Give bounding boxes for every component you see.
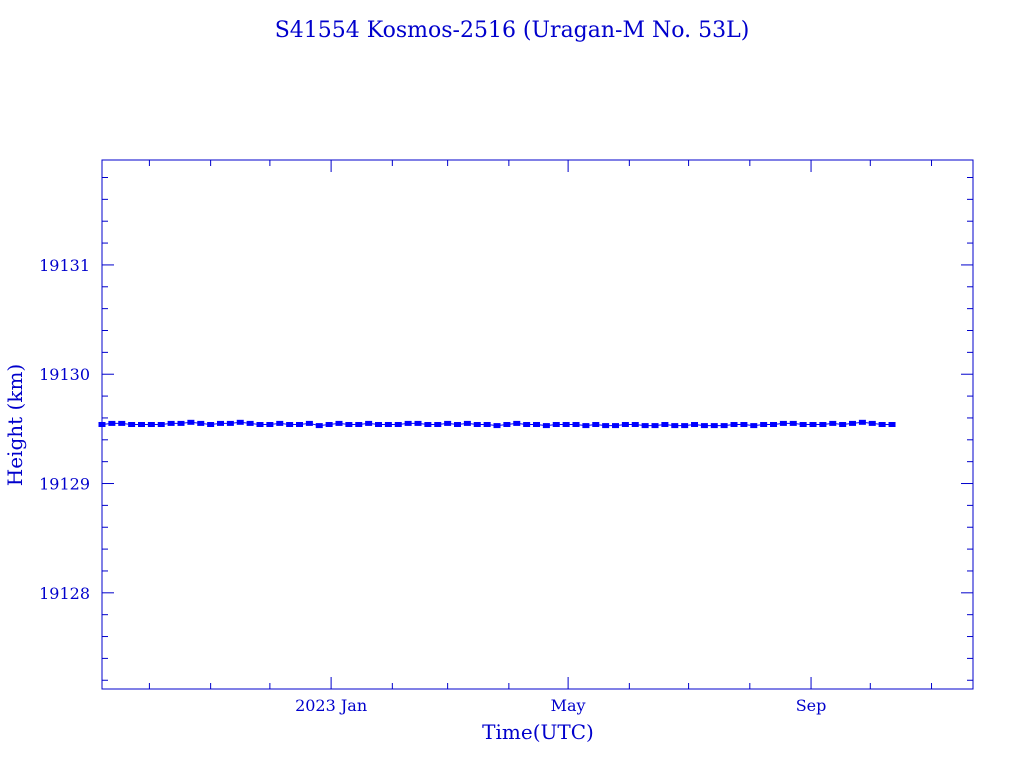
data-point	[493, 423, 501, 429]
data-point	[621, 422, 629, 427]
data-point	[266, 422, 274, 427]
data-point	[444, 420, 452, 426]
data-point	[740, 422, 748, 427]
data-point	[365, 420, 373, 426]
data-point	[858, 419, 866, 425]
data-point	[750, 423, 758, 429]
data-point	[730, 422, 738, 427]
data-point	[542, 423, 550, 429]
data-point	[483, 422, 491, 427]
data-point	[424, 422, 432, 427]
data-point	[661, 422, 669, 427]
y-tick-label: 19129	[39, 475, 90, 494]
data-point	[128, 422, 136, 427]
data-point	[226, 420, 234, 426]
data-point	[384, 422, 392, 427]
x-tick-label: May	[551, 696, 586, 715]
data-point	[108, 420, 116, 426]
data-point	[849, 420, 857, 426]
x-tick-label: Sep	[796, 696, 827, 715]
data-point	[167, 420, 175, 426]
data-point	[305, 420, 313, 426]
y-tick-label: 19128	[39, 584, 90, 603]
data-point	[671, 423, 679, 429]
data-point	[375, 422, 383, 427]
data-point	[355, 422, 363, 427]
data-point	[562, 422, 570, 427]
y-tick-label: 19130	[39, 365, 90, 384]
data-point	[246, 420, 254, 426]
data-point	[286, 422, 294, 427]
data-point	[799, 422, 807, 427]
data-point	[404, 420, 412, 426]
data-point	[789, 420, 797, 426]
data-point	[868, 420, 876, 426]
data-point	[157, 422, 165, 427]
data-point	[414, 420, 422, 426]
data-point	[878, 422, 886, 427]
data-point	[147, 422, 155, 427]
data-point	[681, 423, 689, 429]
data-point	[454, 422, 462, 427]
data-point	[839, 422, 847, 427]
data-point	[592, 422, 600, 427]
data-point	[276, 420, 284, 426]
data-point	[760, 422, 768, 427]
data-point	[720, 423, 728, 429]
data-point	[315, 423, 323, 429]
data-point	[641, 423, 649, 429]
data-point	[434, 422, 442, 427]
data-point	[503, 422, 511, 427]
data-point	[394, 422, 402, 427]
data-point	[651, 423, 659, 429]
data-point	[256, 422, 264, 427]
data-point	[473, 422, 481, 427]
chart-title: S41554 Kosmos-2516 (Uragan-M No. 53L)	[275, 18, 750, 43]
data-point	[118, 420, 126, 426]
data-point	[631, 422, 639, 427]
data-point	[572, 422, 580, 427]
data-point	[829, 420, 837, 426]
data-point	[602, 423, 610, 429]
data-point	[700, 423, 708, 429]
data-point	[523, 422, 531, 427]
data-point	[770, 422, 778, 427]
data-point	[296, 422, 304, 427]
data-point	[98, 422, 106, 427]
y-tick-label: 19131	[39, 256, 90, 275]
data-point	[552, 422, 560, 427]
data-point	[819, 422, 827, 427]
data-point	[335, 420, 343, 426]
data-point	[513, 420, 521, 426]
data-point	[197, 420, 205, 426]
data-point	[533, 422, 541, 427]
data-point	[207, 422, 215, 427]
data-point	[809, 422, 817, 427]
data-point	[187, 419, 195, 425]
data-point	[236, 419, 244, 425]
data-point	[217, 420, 225, 426]
data-point	[345, 422, 353, 427]
data-point	[888, 422, 896, 427]
y-axis-label: Height (km)	[3, 364, 27, 486]
x-tick-label: 2023 Jan	[295, 696, 367, 715]
data-point	[177, 420, 185, 426]
x-axis-label: Time(UTC)	[482, 720, 594, 744]
data-point	[779, 420, 787, 426]
data-point	[138, 422, 146, 427]
data-point	[463, 420, 471, 426]
data-point	[710, 423, 718, 429]
data-point	[612, 423, 620, 429]
data-point	[325, 422, 333, 427]
data-point	[691, 422, 699, 427]
data-point	[582, 423, 590, 429]
